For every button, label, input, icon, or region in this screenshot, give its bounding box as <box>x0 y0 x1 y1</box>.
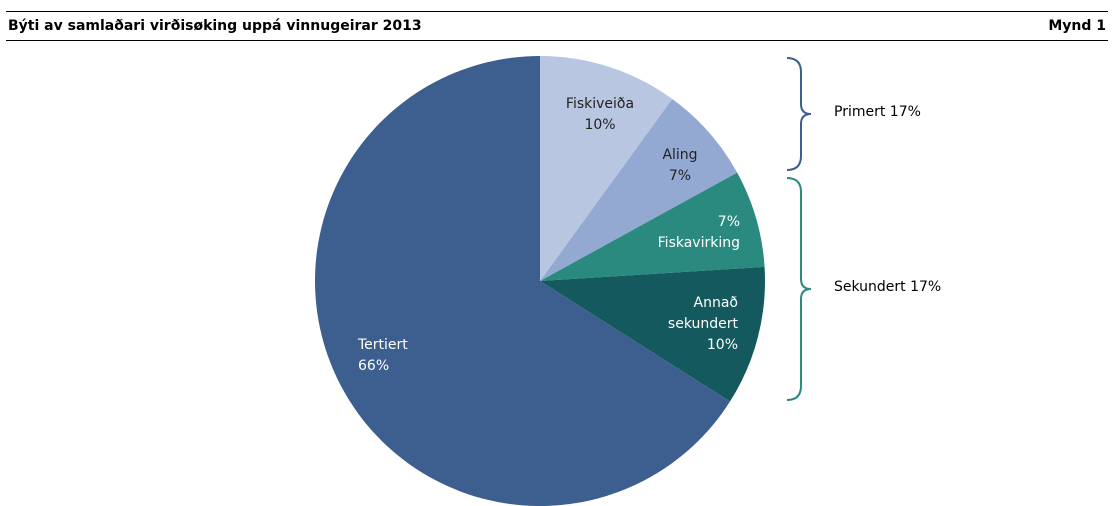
slice-label: 7% Fiskavirking <box>630 212 740 254</box>
slice-label: Aling 7% <box>650 145 710 187</box>
value-label: 7% <box>717 214 740 230</box>
category-label: Tertiert <box>358 337 408 353</box>
figure-label: Mynd 1 <box>1048 18 1106 34</box>
category-label: Fiskiveiða <box>565 96 635 112</box>
bracket <box>786 177 812 401</box>
slice-label: Fiskiveiða 10% <box>560 94 640 136</box>
slice-label: Tertiert 66% <box>358 335 438 377</box>
value-label: 10% <box>706 337 738 353</box>
bracket <box>786 57 812 171</box>
annotation: Primert 17% <box>834 104 921 120</box>
pie-slice <box>540 98 738 281</box>
category-label: Fiskavirking <box>657 235 740 251</box>
header: Býti av samlaðari virðisøking uppá vinnu… <box>6 11 1108 41</box>
pie-slice <box>315 56 730 506</box>
slice-label: Annað sekundert 10% <box>660 293 738 356</box>
pie-slice <box>540 172 765 281</box>
chart-title: Býti av samlaðari virðisøking uppá vinnu… <box>8 18 422 34</box>
pie-slice <box>540 56 673 281</box>
pie-slice <box>540 266 765 402</box>
value-label: 7% <box>668 168 692 184</box>
category-label: Aling <box>662 147 698 163</box>
value-label: 66% <box>358 358 390 374</box>
value-label: 10% <box>584 117 616 133</box>
category-label: Annað sekundert <box>667 295 738 332</box>
annotation: Sekundert 17% <box>834 279 942 295</box>
